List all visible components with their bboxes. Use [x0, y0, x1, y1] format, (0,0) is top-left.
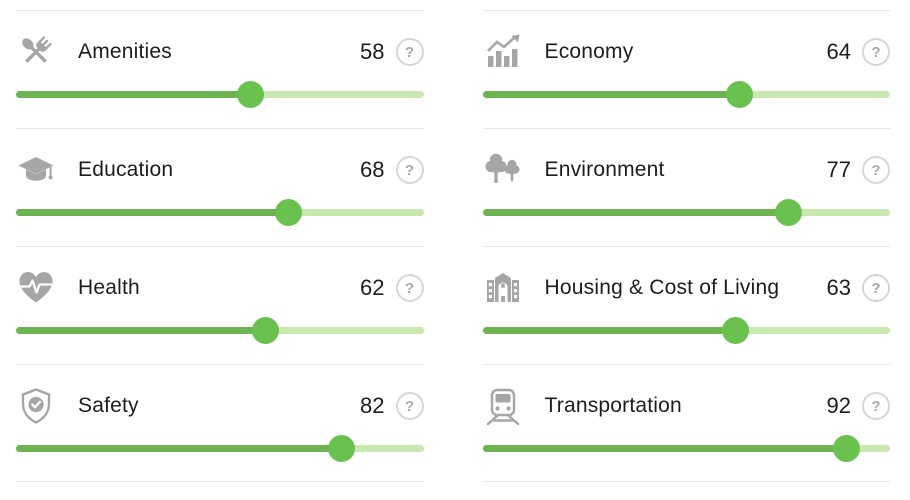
preference-value: 82 — [360, 393, 385, 418]
help-glyph: ? — [404, 161, 415, 179]
preference-row-education: Education 68 ? — [16, 128, 424, 246]
slider-fill — [482, 445, 858, 452]
preference-slider[interactable] — [482, 81, 890, 108]
slider-thumb[interactable] — [236, 81, 264, 108]
row-header: Amenities 58 ? — [16, 32, 424, 72]
preference-slider[interactable] — [16, 81, 424, 108]
slider-fill — [16, 209, 294, 216]
preference-value: 58 — [360, 39, 385, 64]
help-icon[interactable]: ? — [862, 38, 890, 66]
row-header: Health 62 ? — [16, 268, 424, 308]
preference-row-health: Health 62 ? — [16, 246, 424, 364]
help-icon[interactable]: ? — [395, 392, 424, 420]
slider-thumb[interactable] — [328, 435, 355, 462]
preference-label: Amenities — [78, 40, 173, 63]
slider-thumb[interactable] — [274, 199, 302, 226]
preference-value: 62 — [360, 275, 385, 300]
row-header: Transportation 92 ? — [483, 386, 890, 426]
slider-fill — [16, 327, 269, 334]
preference-row-housing: Housing & Cost of Living 63 ? — [482, 246, 890, 364]
slider-fill — [482, 327, 740, 334]
help-icon[interactable]: ? — [862, 274, 890, 302]
help-glyph: ? — [871, 161, 881, 179]
graduation-cap-icon — [16, 150, 56, 190]
slider-fill — [482, 209, 797, 216]
preference-label: Transportation — [544, 394, 682, 417]
preference-slider[interactable] — [482, 435, 890, 462]
preference-slider[interactable] — [16, 317, 424, 344]
slider-thumb[interactable] — [726, 81, 754, 108]
help-glyph: ? — [404, 279, 415, 297]
slider-fill — [16, 91, 253, 98]
help-icon[interactable]: ? — [395, 156, 424, 184]
help-glyph: ? — [871, 279, 881, 297]
preference-value: 92 — [826, 393, 851, 418]
slider-thumb[interactable] — [832, 435, 860, 462]
preference-row-economy: Economy 64 ? — [482, 10, 890, 128]
preference-label: Education — [78, 158, 174, 181]
preference-slider[interactable] — [482, 199, 890, 226]
row-header: Education 68 ? — [16, 150, 424, 190]
preference-value: 64 — [826, 39, 851, 64]
preference-label: Safety — [78, 394, 139, 417]
help-icon[interactable]: ? — [862, 156, 890, 184]
preference-row-transportation: Transportation 92 ? — [482, 364, 890, 482]
train-icon — [483, 386, 523, 426]
preference-label: Health — [78, 276, 140, 299]
preference-label: Housing & Cost of Living — [544, 276, 780, 299]
preference-slider[interactable] — [16, 199, 424, 226]
slider-thumb[interactable] — [775, 199, 803, 226]
slider-thumb[interactable] — [251, 317, 279, 344]
bar-chart-trend-icon — [483, 32, 523, 72]
heart-pulse-icon — [16, 268, 56, 308]
row-header: Safety 82 ? — [16, 386, 424, 426]
help-icon[interactable]: ? — [395, 274, 424, 302]
help-glyph: ? — [871, 397, 881, 415]
help-icon[interactable]: ? — [862, 392, 890, 420]
preference-value: 63 — [826, 275, 851, 300]
preference-label: Environment — [544, 158, 665, 181]
row-header: Housing & Cost of Living 63 ? — [483, 268, 890, 308]
help-glyph: ? — [871, 43, 881, 61]
row-header: Economy 64 ? — [483, 32, 890, 72]
preference-row-amenities: Amenities 58 ? — [16, 10, 424, 128]
slider-fill — [482, 91, 744, 98]
utensils-icon — [16, 32, 56, 72]
help-glyph: ? — [404, 397, 415, 415]
preference-row-environment: Environment 77 ? — [482, 128, 890, 246]
slider-fill — [16, 445, 351, 452]
building-icon — [483, 268, 523, 308]
preference-slider[interactable] — [482, 317, 890, 344]
trees-icon — [483, 150, 523, 190]
help-icon[interactable]: ? — [395, 38, 424, 66]
shield-check-icon — [16, 386, 56, 426]
slider-thumb[interactable] — [722, 317, 750, 344]
preference-value: 68 — [360, 157, 385, 182]
preference-value: 77 — [826, 157, 851, 182]
help-glyph: ? — [404, 43, 415, 61]
preference-slider[interactable] — [16, 435, 424, 462]
preference-label: Economy — [544, 40, 634, 63]
preference-row-safety: Safety 82 ? — [16, 364, 424, 482]
row-header: Environment 77 ? — [483, 150, 890, 190]
